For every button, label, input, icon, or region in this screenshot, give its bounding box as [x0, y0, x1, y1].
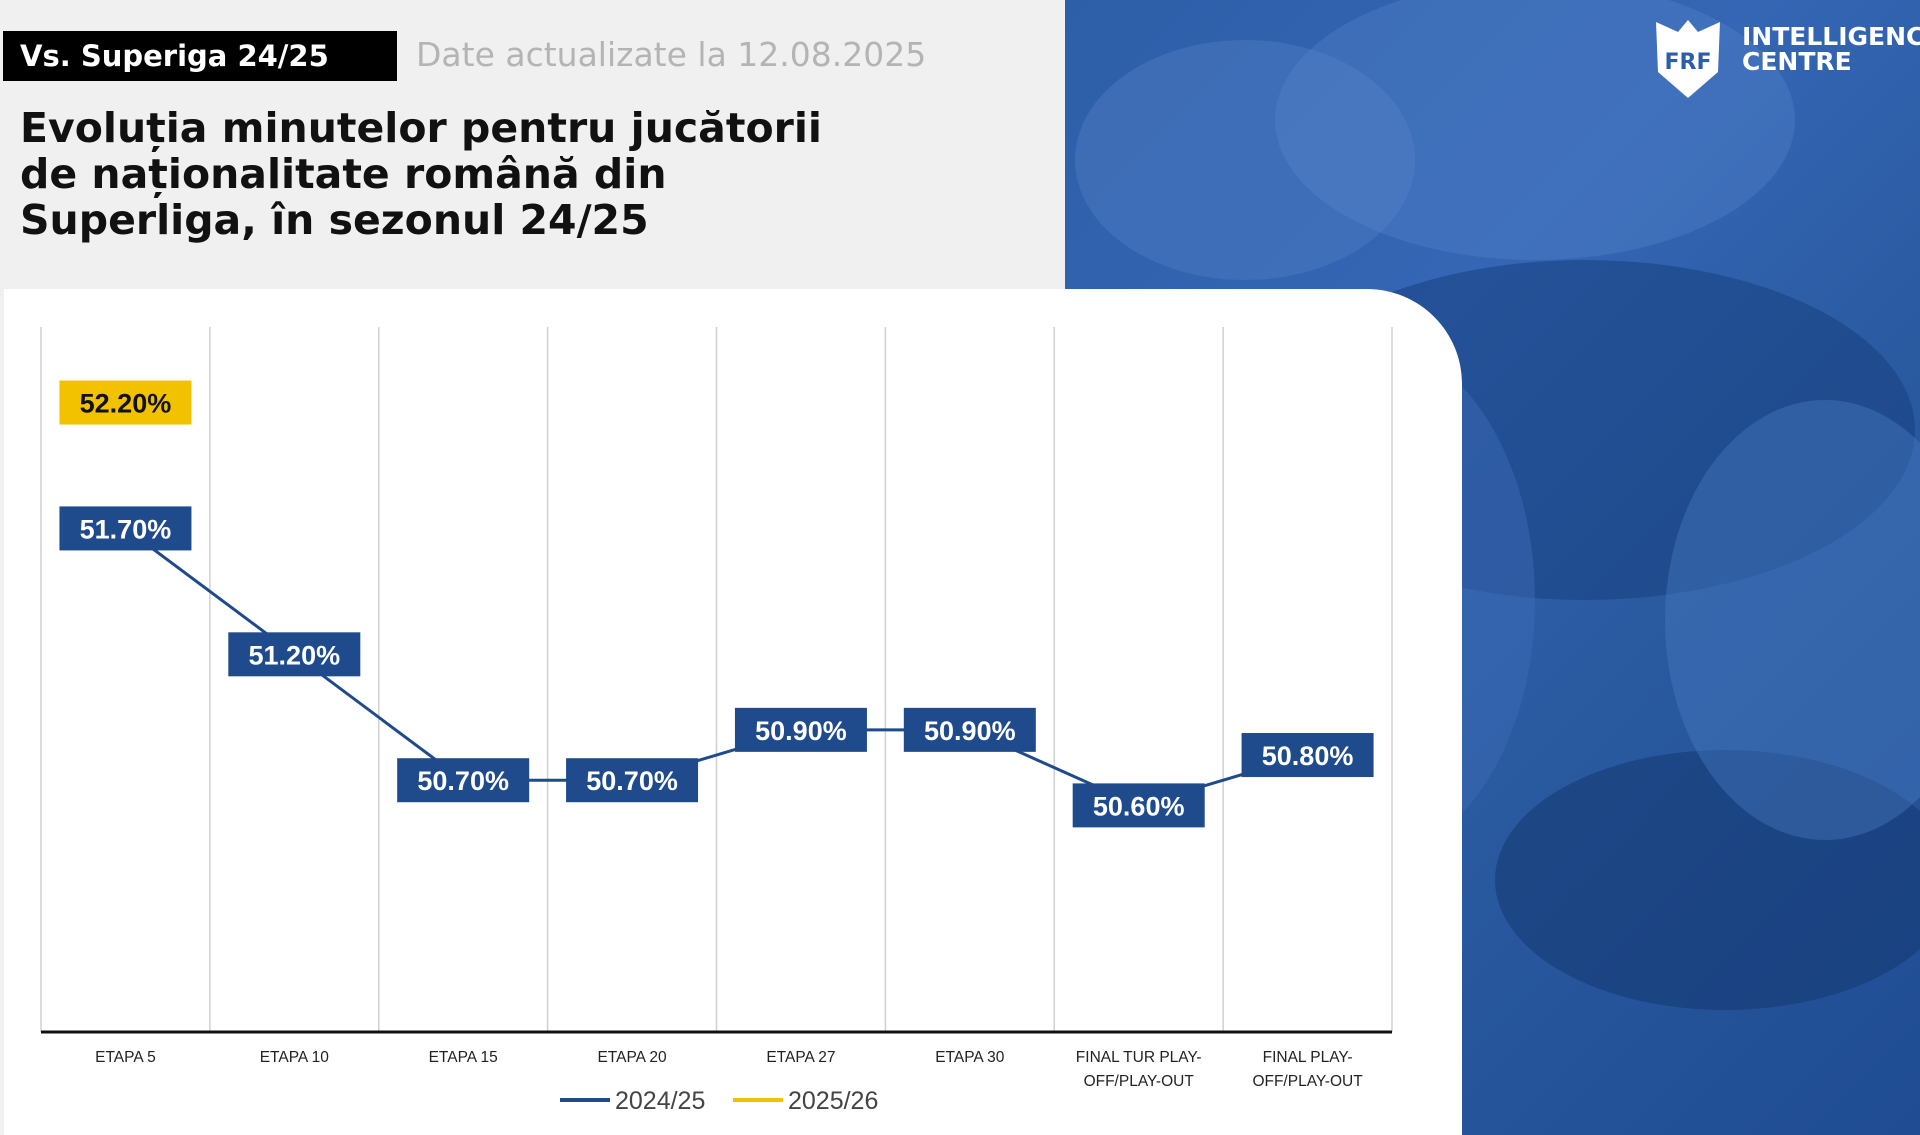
background-photo: FRF INTELLIGENCE CENTRE: [1065, 0, 1920, 1135]
chart-title: Evoluția minutelor pentru jucătorii de n…: [20, 104, 822, 244]
comparison-tag: Vs. Superiga 24/25: [3, 31, 397, 81]
data-label: 50.90%: [755, 716, 847, 746]
x-tick-label: ETAPA 30: [935, 1049, 1005, 1066]
data-label-box: [59, 506, 192, 551]
x-tick-label: ETAPA 27: [766, 1049, 835, 1066]
frf-logo: FRF INTELLIGENCE CENTRE: [1638, 12, 1920, 102]
data-label-box: [397, 758, 530, 803]
data-label: 52.20%: [80, 389, 172, 419]
data-label-box: [59, 380, 192, 425]
updated-date: Date actualizate la 12.08.2025: [416, 35, 927, 74]
data-label: 50.70%: [417, 766, 509, 796]
data-label-box: [228, 632, 361, 677]
legend-label: 2024/25: [615, 1087, 705, 1115]
x-tick-label: FINAL PLAY-OFF/PLAY-OUT: [1252, 1049, 1363, 1090]
frf-shield-icon: FRF: [1656, 20, 1720, 98]
x-tick-label: ETAPA 10: [260, 1049, 330, 1066]
data-label-box: [734, 707, 867, 752]
data-label: 50.90%: [924, 716, 1016, 746]
logo-mark: FRF: [1665, 50, 1712, 75]
data-label: 51.70%: [80, 514, 172, 544]
logo-line-2: CENTRE: [1742, 47, 1852, 76]
x-tick-label: FINAL TUR PLAY-OFF/PLAY-OUT: [1076, 1049, 1202, 1090]
x-tick-label: ETAPA 5: [95, 1049, 156, 1066]
x-tick-label: ETAPA 20: [597, 1049, 667, 1066]
logo-text: INTELLIGENCE CENTRE: [1742, 24, 1920, 74]
data-label: 51.20%: [249, 640, 341, 670]
data-label-box: [566, 758, 699, 803]
data-label-box: [1241, 733, 1374, 778]
chart-card: ETAPA 5 ETAPA 10 ETAPA 15 ETAPA 20 ETAPA 27 E…: [4, 289, 1462, 1135]
logo-line-1: INTELLIGENCE: [1742, 22, 1920, 51]
data-label: 50.80%: [1262, 741, 1354, 771]
legend-label: 2025/26: [788, 1087, 878, 1115]
line-chart: ETAPA 5 ETAPA 10 ETAPA 15 ETAPA 20 ETAPA 27 E…: [40, 327, 1393, 1115]
data-label-box: [903, 707, 1036, 752]
data-label: 50.70%: [586, 766, 678, 796]
data-label: 50.60%: [1093, 791, 1185, 821]
header-panel: Vs. Superiga 24/25 Date actualizate la 1…: [0, 0, 1065, 290]
data-label-box: [1072, 783, 1205, 828]
x-tick-label: ETAPA 15: [429, 1049, 498, 1066]
